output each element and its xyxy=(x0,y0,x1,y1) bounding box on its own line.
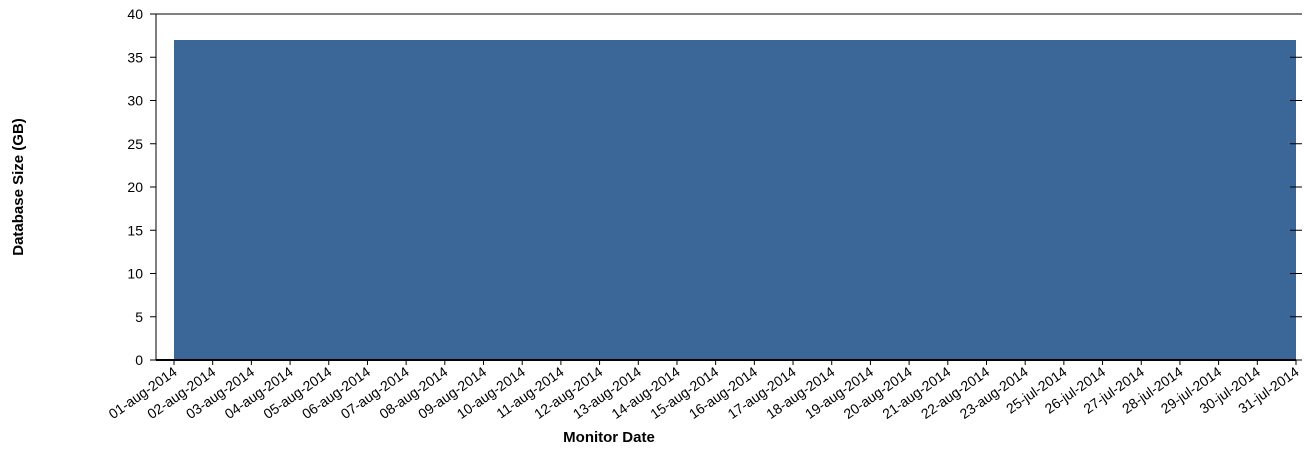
x-axis: 01-aug-201402-aug-201403-aug-201404-aug-… xyxy=(105,359,1302,422)
y-tick-label-10: 10 xyxy=(127,266,143,282)
y-tick-label-30: 30 xyxy=(127,93,143,109)
y-axis-title: Database Size (GB) xyxy=(10,118,27,256)
y-tick-label-0: 0 xyxy=(135,352,143,368)
y-tick-label-35: 35 xyxy=(127,49,143,65)
y-tick-label-20: 20 xyxy=(127,179,143,195)
y-tick-label-5: 5 xyxy=(135,309,143,325)
plot-area xyxy=(173,39,1297,360)
y-axis: 0 5 10 15 20 25 30 35 40 xyxy=(127,6,1302,368)
y-tick-label-25: 25 xyxy=(127,136,143,152)
x-axis-title: Monitor Date xyxy=(563,429,655,446)
y-tick-label-15: 15 xyxy=(127,222,143,238)
area-series-0 xyxy=(174,39,1296,360)
y-tick-label-40: 40 xyxy=(127,6,143,22)
